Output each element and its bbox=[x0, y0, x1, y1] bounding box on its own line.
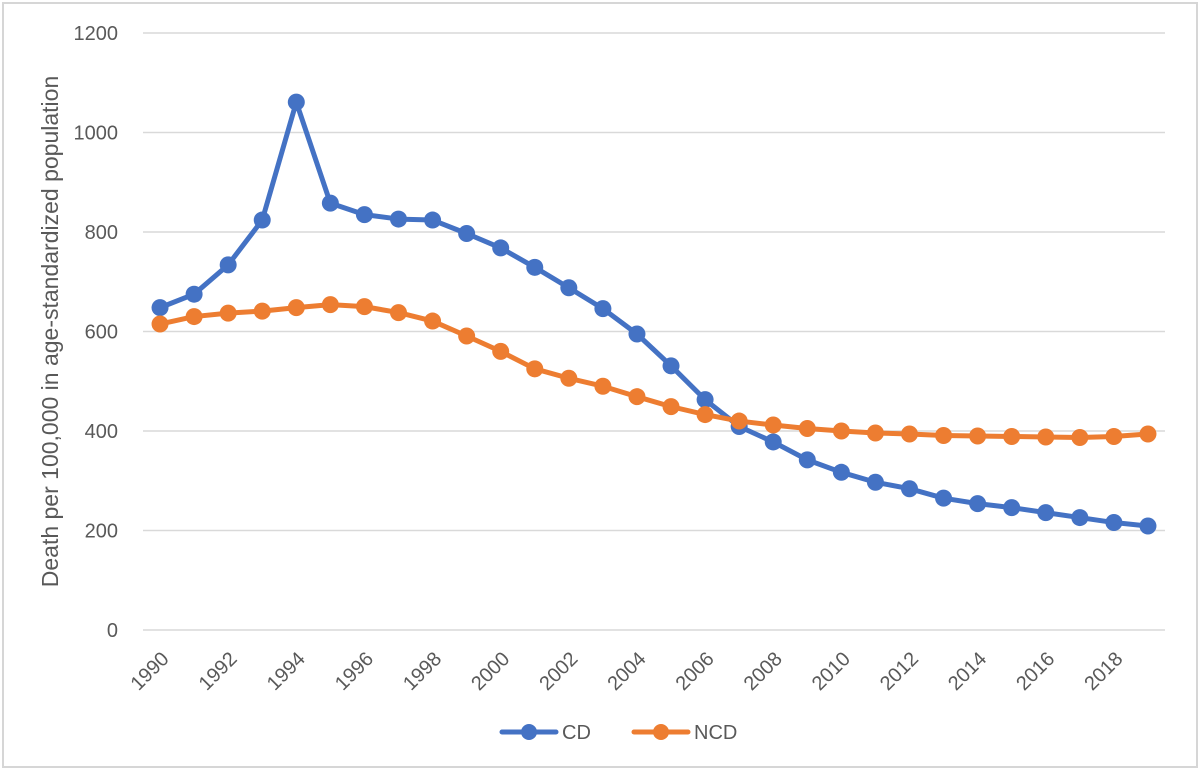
data-marker-cd bbox=[832, 463, 850, 481]
data-marker-ncd bbox=[185, 308, 203, 326]
x-tick-label: 2016 bbox=[1012, 648, 1059, 695]
data-marker-ncd bbox=[1105, 427, 1123, 445]
data-marker-ncd bbox=[458, 327, 476, 345]
x-tick-label: 2006 bbox=[672, 648, 719, 695]
data-marker-ncd bbox=[1037, 428, 1055, 446]
data-marker-ncd bbox=[832, 422, 850, 440]
data-marker-ncd bbox=[219, 304, 237, 322]
data-marker-ncd bbox=[1071, 428, 1089, 446]
data-marker-ncd bbox=[696, 406, 714, 424]
data-marker-cd bbox=[901, 480, 918, 498]
data-marker-cd bbox=[151, 299, 169, 317]
data-marker-cd bbox=[935, 489, 953, 507]
data-marker-ncd bbox=[969, 427, 987, 445]
x-tick-label: 1998 bbox=[399, 648, 446, 695]
data-marker-ncd bbox=[764, 416, 782, 434]
x-tick-label: 1990 bbox=[127, 648, 174, 695]
data-marker-ncd bbox=[492, 342, 510, 360]
data-marker-cd bbox=[1003, 499, 1021, 517]
y-tick-label: 400 bbox=[85, 421, 118, 443]
data-marker-ncd bbox=[935, 426, 953, 444]
data-marker-ncd bbox=[287, 299, 305, 317]
data-marker-ncd bbox=[1139, 425, 1157, 443]
data-marker-ncd bbox=[321, 296, 339, 314]
data-marker-cd bbox=[662, 357, 680, 375]
y-tick-label: 1000 bbox=[74, 123, 119, 145]
data-marker-ncd bbox=[594, 377, 612, 395]
data-marker-cd bbox=[764, 433, 782, 451]
data-marker-ncd bbox=[560, 369, 578, 387]
x-tick-label: 2008 bbox=[740, 648, 787, 695]
series-line-ncd bbox=[157, 302, 1151, 440]
data-marker-cd bbox=[185, 285, 203, 303]
x-tick-label: 1994 bbox=[263, 648, 310, 695]
x-tick-label: 2000 bbox=[467, 648, 514, 695]
data-marker-cd bbox=[355, 206, 373, 224]
data-marker-cd bbox=[560, 279, 578, 297]
y-tick-label: 200 bbox=[85, 521, 118, 543]
data-marker-cd bbox=[594, 300, 612, 318]
data-marker-ncd bbox=[253, 302, 271, 320]
data-marker-ncd bbox=[901, 425, 918, 443]
data-marker-cd bbox=[798, 451, 816, 469]
legend-label-cd: CD bbox=[562, 722, 591, 744]
data-marker-cd bbox=[458, 224, 476, 242]
data-marker-ncd bbox=[662, 398, 680, 416]
data-marker-cd bbox=[1037, 504, 1055, 522]
data-marker-ncd bbox=[424, 312, 442, 330]
data-marker-ncd bbox=[628, 388, 646, 406]
data-marker-ncd bbox=[151, 315, 169, 333]
x-tick-label: 2002 bbox=[535, 648, 582, 695]
data-marker-cd bbox=[390, 210, 407, 228]
legend-marker-cd bbox=[521, 724, 537, 740]
data-marker-ncd bbox=[866, 424, 884, 442]
data-marker-ncd bbox=[390, 304, 407, 322]
data-marker-cd bbox=[1105, 514, 1123, 532]
data-marker-ncd bbox=[730, 412, 748, 430]
data-marker-cd bbox=[492, 239, 510, 257]
data-marker-ncd bbox=[1003, 427, 1021, 445]
x-tick-label: 2012 bbox=[876, 648, 923, 695]
data-marker-cd bbox=[969, 495, 987, 513]
data-marker-cd bbox=[321, 194, 339, 212]
data-marker-cd bbox=[287, 93, 305, 111]
data-marker-cd bbox=[424, 211, 442, 229]
legend-label-ncd: NCD bbox=[694, 722, 737, 744]
data-marker-ncd bbox=[355, 298, 373, 316]
data-marker-cd bbox=[1071, 509, 1089, 527]
x-tick-label: 2004 bbox=[603, 648, 650, 695]
data-marker-cd bbox=[1139, 517, 1157, 535]
y-tick-label: 1200 bbox=[74, 23, 119, 45]
x-tick-label: 1992 bbox=[195, 648, 242, 695]
y-tick-label: 0 bbox=[107, 620, 118, 642]
x-tick-label: 1996 bbox=[331, 648, 378, 695]
series-line-cd bbox=[157, 99, 1151, 529]
x-tick-label: 2018 bbox=[1080, 648, 1127, 695]
data-marker-cd bbox=[866, 473, 884, 491]
data-marker-cd bbox=[696, 391, 714, 409]
data-marker-ncd bbox=[526, 360, 544, 378]
legend-marker-ncd bbox=[653, 724, 669, 740]
y-tick-label: 800 bbox=[85, 222, 118, 244]
data-marker-cd bbox=[219, 256, 237, 274]
x-tick-label: 2010 bbox=[808, 648, 855, 695]
data-marker-ncd bbox=[798, 420, 816, 438]
data-marker-cd bbox=[628, 325, 646, 343]
data-marker-cd bbox=[253, 211, 271, 229]
data-marker-cd bbox=[526, 258, 544, 276]
y-tick-label: 600 bbox=[85, 322, 118, 344]
y-axis-title: Death per 100,000 in age-standardized po… bbox=[37, 76, 63, 588]
x-tick-label: 2014 bbox=[944, 648, 991, 695]
